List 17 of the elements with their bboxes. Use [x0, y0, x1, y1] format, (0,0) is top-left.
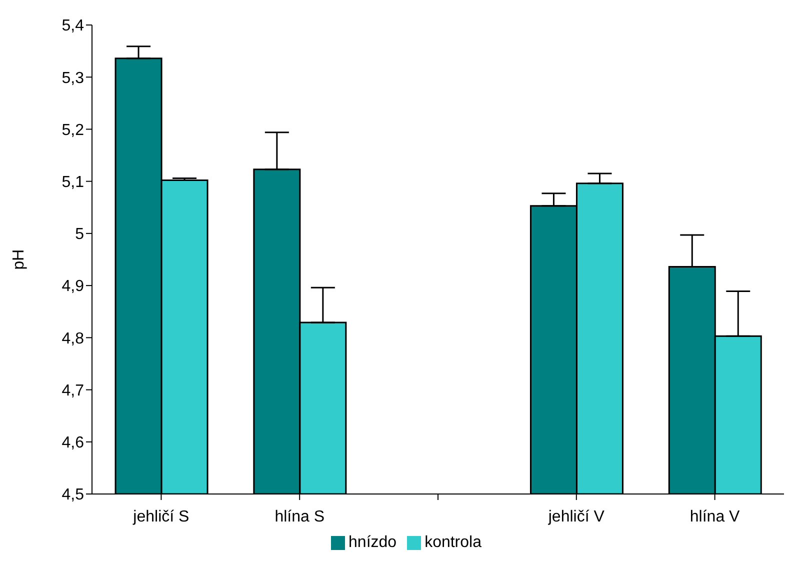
x-tick-label: hlína S	[274, 508, 325, 526]
x-tick-label: hlína V	[690, 508, 740, 526]
y-axis-title: pH	[10, 249, 28, 270]
x-tick-label: jehličí S	[132, 508, 190, 526]
y-tick-label: 4,9	[62, 278, 84, 296]
y-tick-label: 5	[75, 226, 84, 244]
y-tick-label: 4,7	[62, 382, 84, 400]
y-tick-label: 5,1	[62, 174, 84, 192]
legend-label: kontrola	[424, 534, 482, 551]
y-tick-label: 5,3	[62, 70, 84, 87]
y-tick-label: 4,5	[62, 486, 84, 504]
legend-label: hnízdo	[348, 534, 397, 551]
y-tick-label: 5,4	[62, 18, 84, 35]
x-tick-label: jehličí V	[547, 508, 605, 526]
y-tick-label: 5,2	[62, 122, 84, 139]
y-tick-label: 4,6	[62, 434, 84, 452]
y-tick-label: 4,8	[62, 330, 84, 348]
